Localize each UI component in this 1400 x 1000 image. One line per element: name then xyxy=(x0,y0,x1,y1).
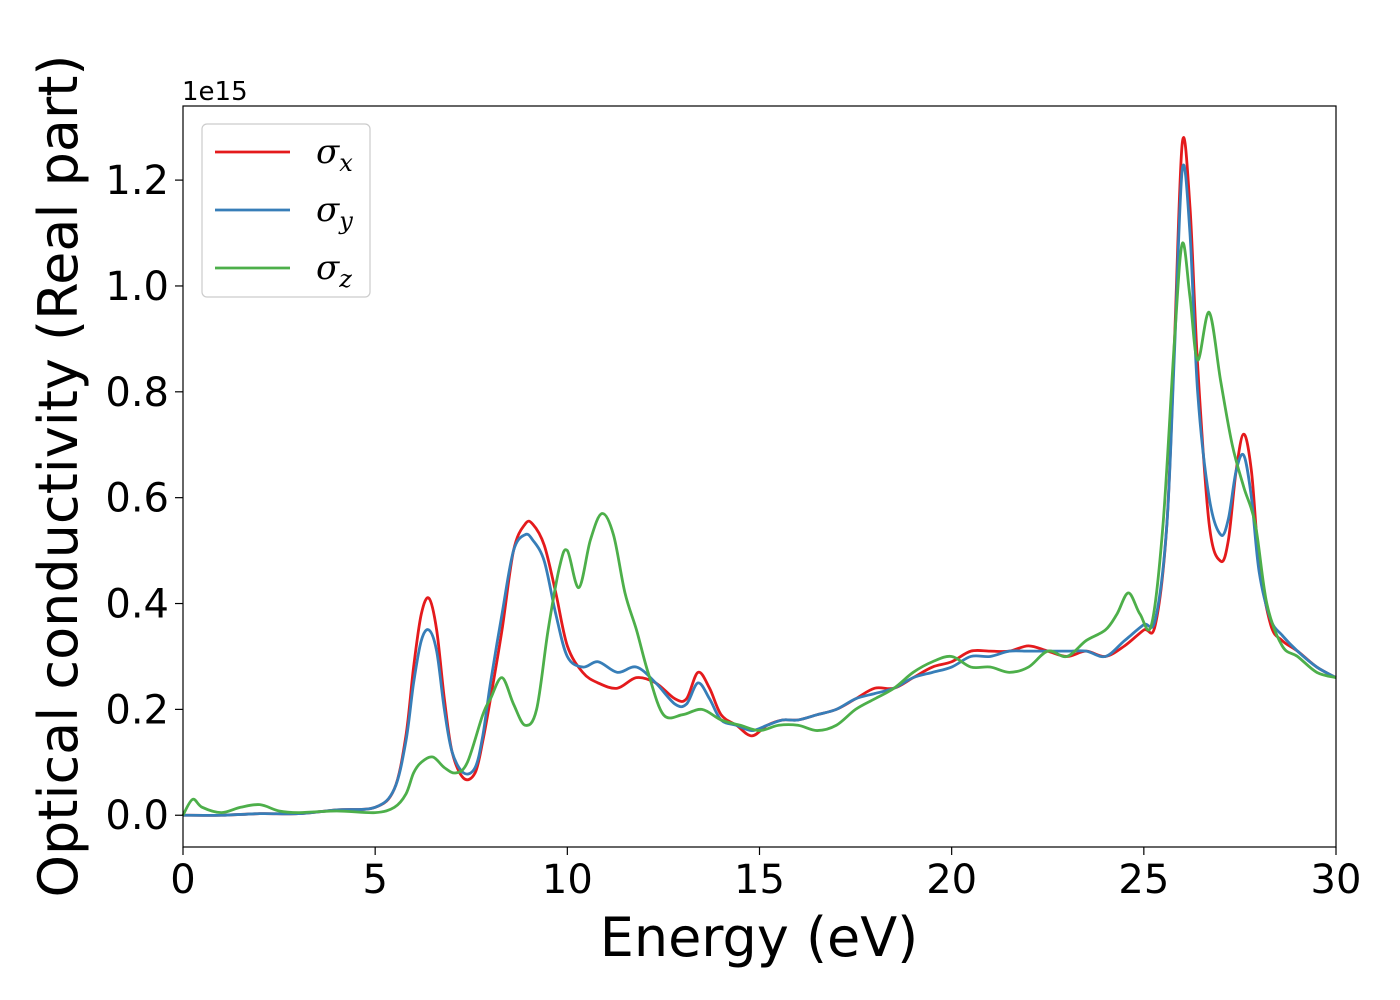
x-tick-label: 5 xyxy=(362,857,387,903)
x-axis-label: Energy (eV) xyxy=(600,906,919,969)
series-line-z xyxy=(181,241,1337,816)
y-axis: 0.0 0.2 0.4 0.6 0.8 1.0 1.2 xyxy=(105,158,183,839)
x-tick-label: 15 xyxy=(734,857,785,903)
y-tick-label: 0.2 xyxy=(105,687,169,733)
legend-symbol: σ xyxy=(316,190,340,230)
x-axis: 0 5 10 15 20 25 30 xyxy=(170,847,1361,903)
y-offset-label: 1e15 xyxy=(182,77,248,107)
legend-symbol: σ xyxy=(316,248,340,288)
legend-label-y: σy xyxy=(316,190,353,235)
x-tick-label: 25 xyxy=(1118,857,1169,903)
legend-label-z: σz xyxy=(316,248,352,293)
x-tick-label: 20 xyxy=(926,857,977,903)
y-axis-label: Optical conductivity (Real part) xyxy=(27,55,90,898)
y-tick-label: 0.8 xyxy=(105,370,169,416)
legend-symbol: σ xyxy=(316,132,340,172)
x-tick-label: 30 xyxy=(1311,857,1362,903)
y-tick-label: 0.4 xyxy=(105,582,169,628)
legend-subscript: y xyxy=(338,207,353,235)
y-tick-label: 0.6 xyxy=(105,476,169,522)
y-tick-label: 1.2 xyxy=(105,158,169,204)
y-tick-label: 0.0 xyxy=(105,793,169,839)
series-group xyxy=(181,136,1337,817)
legend-subscript: x xyxy=(339,149,353,177)
y-tick-label: 1.0 xyxy=(105,264,169,310)
legend-subscript: z xyxy=(338,265,352,293)
x-tick-label: 0 xyxy=(170,857,195,903)
x-tick-label: 10 xyxy=(542,857,593,903)
legend-label-x: σx xyxy=(316,132,353,177)
